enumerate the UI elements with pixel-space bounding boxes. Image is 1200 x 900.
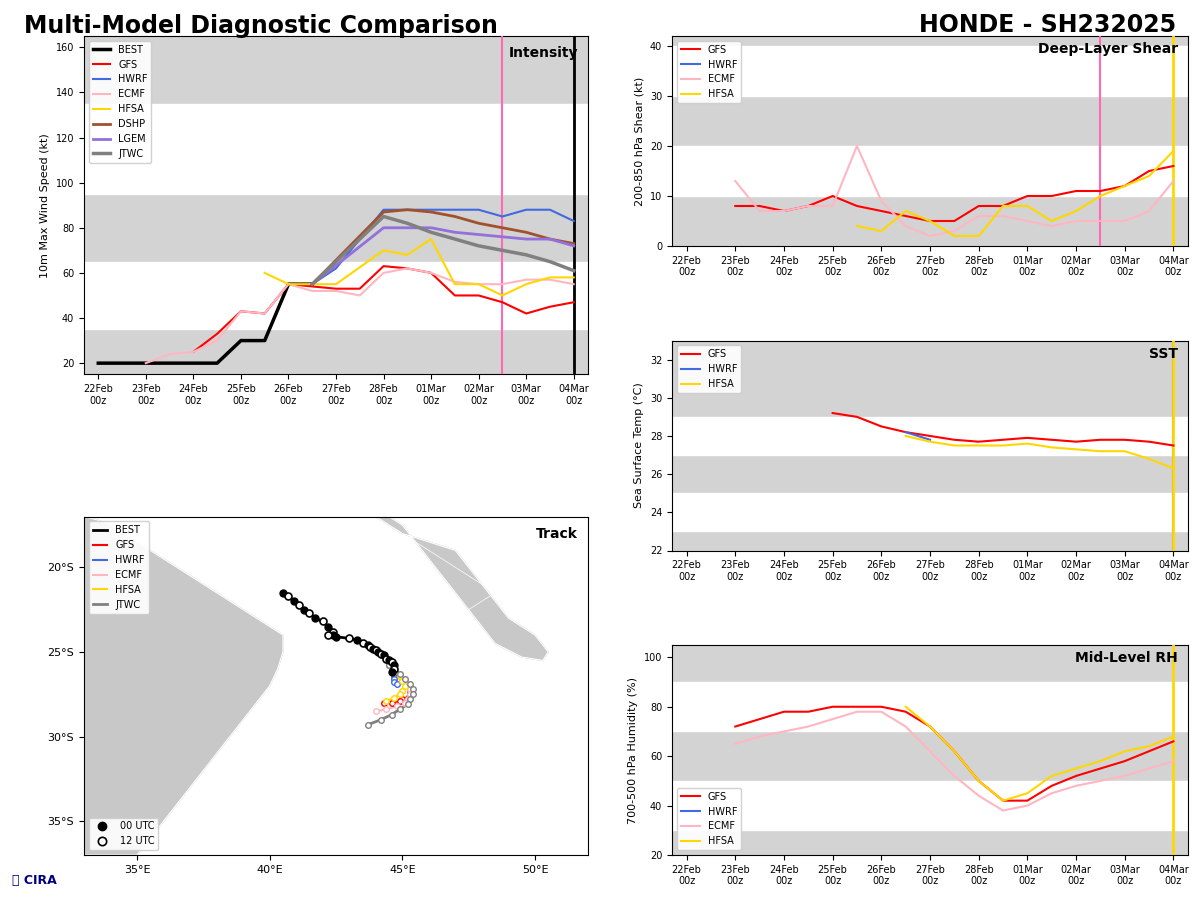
Bar <box>672 46 1188 96</box>
Polygon shape <box>84 517 283 855</box>
Legend: BEST, GFS, HWRF, ECMF, HFSA, DSHP, LGEM, JTWC: BEST, GFS, HWRF, ECMF, HFSA, DSHP, LGEM,… <box>89 40 151 163</box>
Text: Multi-Model Diagnostic Comparison: Multi-Model Diagnostic Comparison <box>24 14 498 38</box>
Polygon shape <box>371 517 548 661</box>
Bar <box>672 417 1188 455</box>
Y-axis label: 10m Max Wind Speed (kt): 10m Max Wind Speed (kt) <box>41 133 50 277</box>
Bar <box>672 781 1188 831</box>
Legend: GFS, HWRF, ECMF, HFSA: GFS, HWRF, ECMF, HFSA <box>677 788 742 850</box>
Y-axis label: 700-500 hPa Humidity (%): 700-500 hPa Humidity (%) <box>629 677 638 824</box>
Bar <box>672 493 1188 531</box>
Text: HONDE - SH232025: HONDE - SH232025 <box>919 14 1176 38</box>
Y-axis label: 200-850 hPa Shear (kt): 200-850 hPa Shear (kt) <box>635 76 644 205</box>
Text: Mid-Level RH: Mid-Level RH <box>1075 652 1177 665</box>
Text: Deep-Layer Shear: Deep-Layer Shear <box>1038 42 1177 57</box>
Legend: GFS, HWRF, ECMF, HFSA: GFS, HWRF, ECMF, HFSA <box>677 40 742 104</box>
Text: SST: SST <box>1148 346 1177 361</box>
Bar <box>84 262 588 329</box>
Bar <box>672 682 1188 732</box>
Legend: 00 UTC, 12 UTC: 00 UTC, 12 UTC <box>89 817 158 850</box>
Bar <box>672 146 1188 196</box>
Legend: GFS, HWRF, HFSA: GFS, HWRF, HFSA <box>677 346 742 393</box>
Y-axis label: Sea Surface Temp (°C): Sea Surface Temp (°C) <box>635 382 644 508</box>
Text: Intensity: Intensity <box>509 46 578 60</box>
Text: 🌀 CIRA: 🌀 CIRA <box>12 874 56 886</box>
Bar <box>84 104 588 194</box>
Text: Track: Track <box>536 526 578 541</box>
